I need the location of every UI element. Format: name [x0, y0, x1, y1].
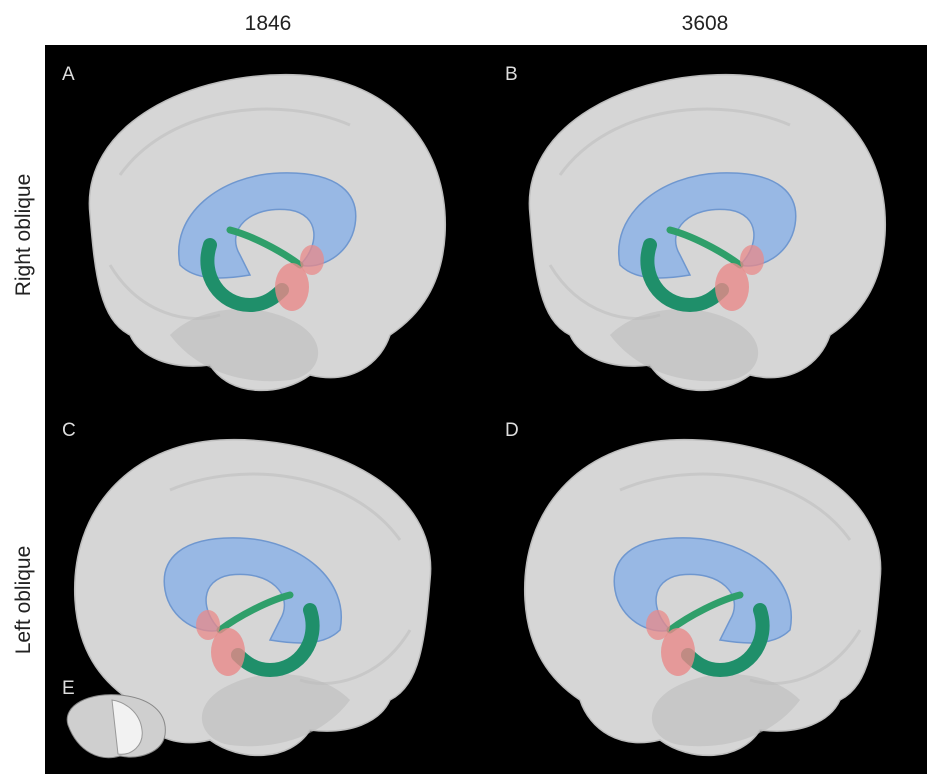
panel-letter: C	[62, 420, 76, 441]
row-label: Right oblique	[12, 174, 35, 297]
panel-letter: E	[62, 678, 75, 699]
panel-letter: A	[62, 64, 75, 85]
figure: 1846 3608 Right oblique Left oblique A B…	[0, 0, 927, 774]
column-label: 1846	[245, 12, 292, 35]
row-label: Left oblique	[12, 546, 35, 655]
column-label: 3608	[682, 12, 729, 35]
panel-letter: D	[505, 420, 519, 441]
panel-letter: B	[505, 64, 518, 85]
